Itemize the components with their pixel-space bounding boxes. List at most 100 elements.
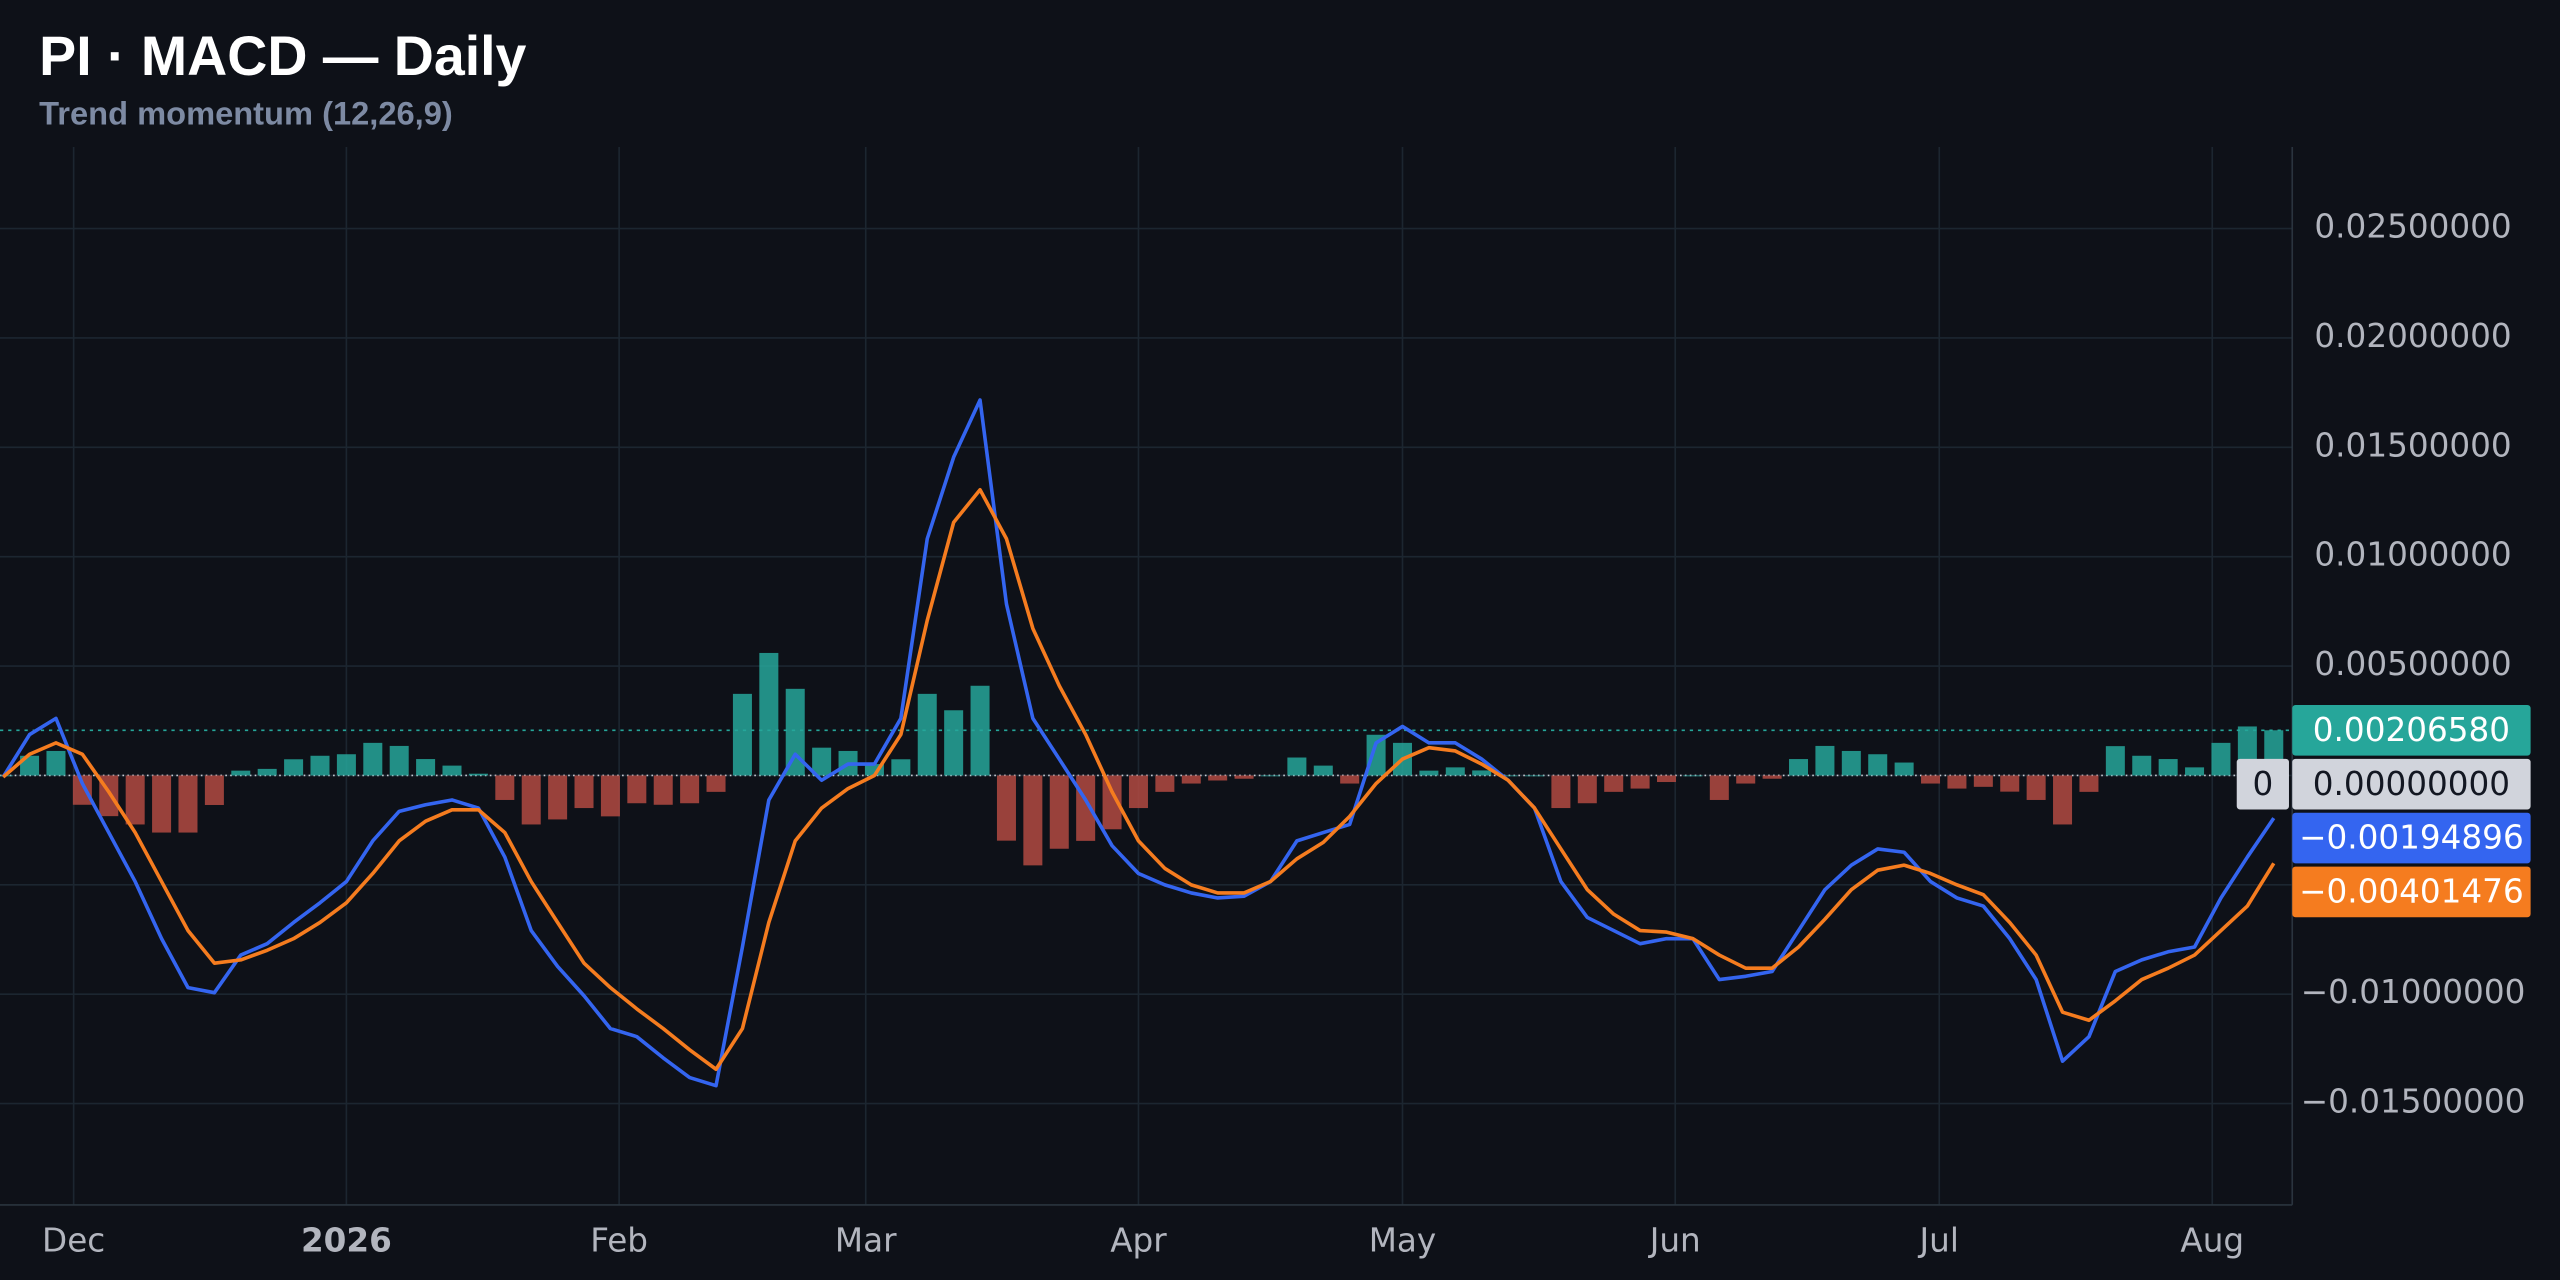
histogram-bar bbox=[1657, 775, 1677, 783]
y-tick-label: −0.01000000 bbox=[2301, 973, 2526, 1011]
histogram-bar bbox=[732, 693, 752, 776]
x-tick-label: 2026 bbox=[301, 1221, 392, 1259]
x-tick-label: Dec bbox=[42, 1221, 105, 1259]
x-tick-label: Aug bbox=[2180, 1221, 2244, 1259]
histogram-bar bbox=[363, 742, 383, 776]
histogram-bar bbox=[785, 688, 805, 776]
x-tick-label: Feb bbox=[590, 1221, 648, 1259]
histogram-bar bbox=[389, 745, 409, 776]
price-badge-label: 0.00206580 bbox=[2313, 711, 2510, 749]
histogram-bar bbox=[1973, 775, 1993, 787]
line-macd bbox=[1, 398, 2276, 1088]
x-tick-label: Apr bbox=[1110, 1221, 1167, 1259]
histogram-bar bbox=[759, 652, 779, 776]
histogram-bar bbox=[310, 755, 330, 776]
histogram-bar bbox=[1287, 757, 1307, 776]
histogram-bar bbox=[1604, 775, 1624, 792]
histogram-bar bbox=[125, 775, 145, 825]
histogram-bar bbox=[1921, 775, 1941, 784]
histogram-bar bbox=[1894, 762, 1914, 776]
price-axis: Dec 2026 Feb Mar Apr May Jun Jul Aug 0.02500000 0.… bbox=[42, 208, 2531, 1259]
histogram-bar bbox=[970, 685, 990, 776]
histogram-bar bbox=[2053, 775, 2073, 825]
histogram-bar bbox=[1815, 745, 1835, 776]
histogram-bar bbox=[891, 759, 911, 776]
histogram-bar bbox=[1498, 775, 1518, 777]
histogram-bar bbox=[178, 775, 198, 833]
price-badge bbox=[2292, 866, 2531, 918]
histogram-bar bbox=[1736, 775, 1756, 784]
histogram-bar bbox=[2158, 759, 2178, 776]
histogram-bar bbox=[1789, 759, 1809, 776]
histogram-bar bbox=[1234, 775, 1254, 779]
histogram-bar bbox=[1762, 775, 1782, 779]
histogram-bar bbox=[1366, 734, 1386, 776]
histogram-bar bbox=[2211, 742, 2231, 776]
histogram-bar bbox=[257, 768, 277, 776]
histogram-bar bbox=[1947, 775, 1967, 789]
histogram-bar bbox=[812, 747, 832, 776]
histogram-bar bbox=[944, 710, 964, 776]
histogram-bar bbox=[2079, 775, 2099, 792]
histogram-bar bbox=[1260, 775, 1280, 777]
histogram-bar bbox=[336, 754, 356, 776]
price-badge-label: −0.00194896 bbox=[2299, 819, 2524, 857]
histogram-bar bbox=[548, 775, 568, 820]
histogram-bar bbox=[1049, 775, 1069, 849]
histogram-bar bbox=[2000, 775, 2020, 792]
histogram-bar bbox=[1128, 775, 1148, 809]
zero-badge-label: 0 bbox=[2252, 765, 2273, 803]
y-tick-label: 0.02500000 bbox=[2314, 208, 2511, 246]
histogram-bar bbox=[680, 775, 700, 804]
y-tick-label: −0.01500000 bbox=[2301, 1083, 2526, 1121]
y-tick-label: 0.01500000 bbox=[2314, 426, 2511, 464]
chart-subtitle: Trend momentum (12,26,9) bbox=[39, 95, 453, 132]
price-badge-label: −0.00401476 bbox=[2299, 873, 2524, 911]
histogram-bar bbox=[1630, 775, 1650, 789]
y-tick-label: 0.02000000 bbox=[2314, 317, 2511, 355]
y-tick-label: 0.01000000 bbox=[2314, 536, 2511, 574]
histogram-bar bbox=[1841, 750, 1861, 776]
histogram-bar bbox=[1419, 770, 1439, 776]
histogram-bar bbox=[574, 775, 594, 809]
price-badge bbox=[2292, 704, 2531, 756]
histogram-bar bbox=[2026, 775, 2046, 800]
histogram-bar bbox=[2105, 746, 2125, 776]
histogram-bar bbox=[627, 775, 647, 804]
x-tick-label: Jun bbox=[1648, 1221, 1701, 1259]
histogram-bar bbox=[706, 775, 726, 792]
x-tick-label: Mar bbox=[835, 1221, 897, 1259]
histogram-bar bbox=[1208, 775, 1228, 781]
price-badge bbox=[2292, 812, 2531, 864]
histogram-bar bbox=[653, 775, 673, 805]
histogram-bar bbox=[1181, 775, 1201, 784]
histogram-bar bbox=[1445, 767, 1465, 776]
line-signal bbox=[1, 487, 2276, 1072]
price-badge bbox=[2292, 758, 2531, 810]
histogram-bar bbox=[1709, 775, 1729, 800]
x-tick-label: May bbox=[1369, 1221, 1436, 1259]
histogram-bar bbox=[1340, 775, 1360, 784]
histogram-bar bbox=[917, 693, 937, 776]
histogram-bar bbox=[1868, 754, 1888, 776]
histogram-bar bbox=[442, 765, 462, 776]
y-tick-label: 0.00500000 bbox=[2314, 645, 2511, 683]
histogram-bar bbox=[284, 759, 304, 776]
histogram-bar bbox=[1155, 775, 1175, 792]
histogram-bar bbox=[1551, 775, 1571, 809]
histogram-bar bbox=[1023, 775, 1043, 866]
histogram-bar bbox=[1524, 775, 1545, 777]
histogram-bar bbox=[864, 764, 884, 776]
histogram-bar bbox=[495, 775, 515, 800]
histogram-bar bbox=[231, 770, 251, 776]
histogram-bar bbox=[1577, 775, 1597, 804]
histogram-bar bbox=[152, 775, 172, 833]
histogram-bar bbox=[1313, 765, 1333, 776]
zero-badge bbox=[2236, 758, 2289, 810]
histogram-bar bbox=[416, 759, 436, 776]
histogram-bar bbox=[72, 775, 92, 805]
histogram-bar bbox=[2185, 767, 2205, 776]
